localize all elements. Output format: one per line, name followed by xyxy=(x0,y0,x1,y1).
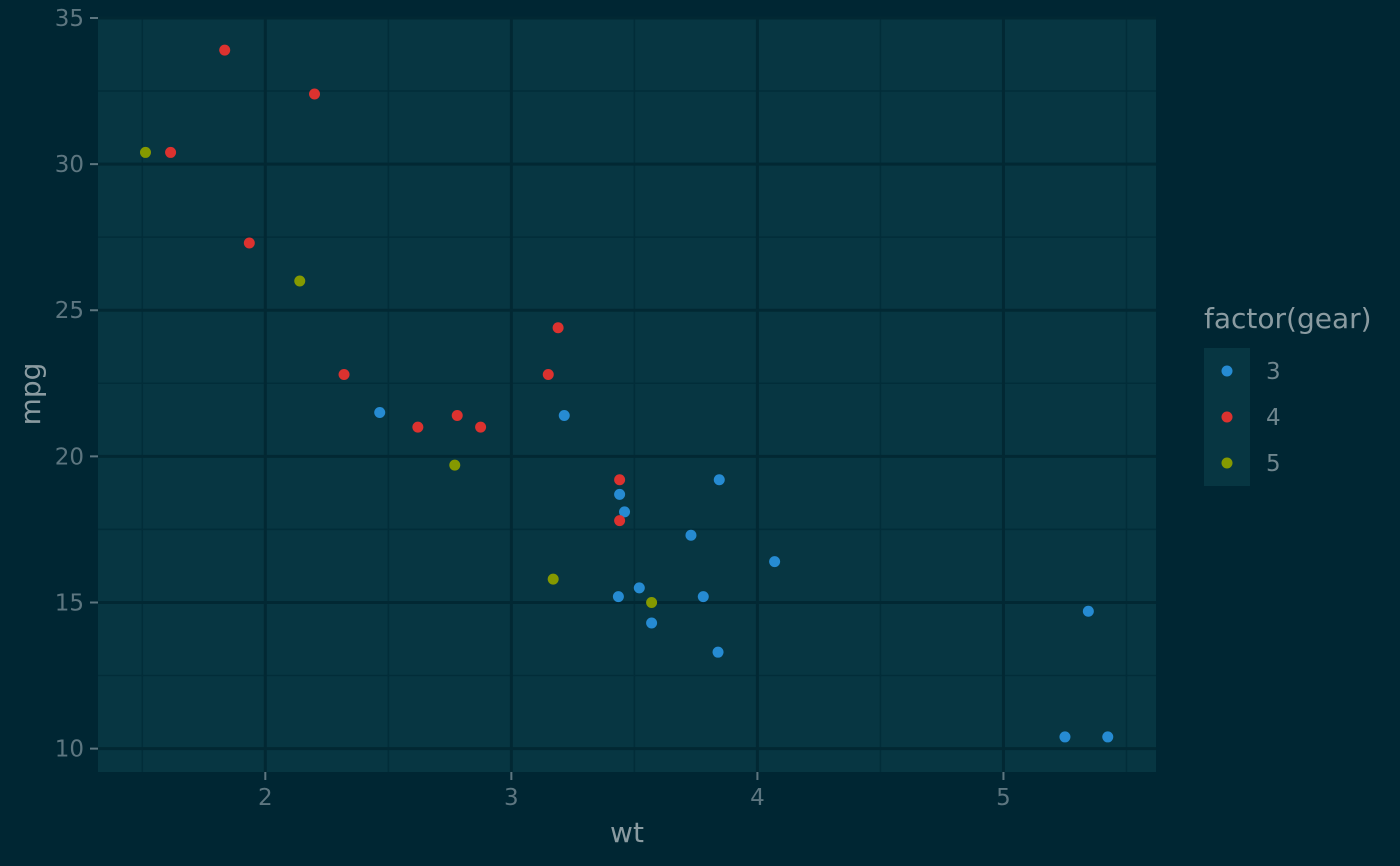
minor-gridlines xyxy=(98,18,1156,772)
data-point-gear-4 xyxy=(542,369,554,381)
x-tick-label: 5 xyxy=(996,785,1011,811)
data-point-gear-3 xyxy=(374,407,386,419)
x-axis-title: wt xyxy=(610,816,644,849)
data-point-gear-3 xyxy=(558,409,570,421)
plot-panel xyxy=(98,18,1156,772)
legend: factor(gear) 3 4 5 xyxy=(1204,302,1372,486)
legend-key-4 xyxy=(1221,411,1233,423)
data-point-gear-3 xyxy=(1102,731,1114,743)
data-point-gear-5 xyxy=(139,146,151,158)
legend-label-3: 3 xyxy=(1266,359,1281,385)
data-point-gear-4 xyxy=(165,146,177,158)
data-point-gear-3 xyxy=(685,529,697,541)
data-points xyxy=(139,44,1114,743)
x-tick-label: 2 xyxy=(258,785,273,811)
data-point-gear-3 xyxy=(614,488,626,500)
data-point-gear-5 xyxy=(449,459,461,471)
data-point-gear-3 xyxy=(633,582,645,594)
y-tick-label: 35 xyxy=(55,6,84,32)
major-gridlines xyxy=(98,16,1156,772)
data-point-gear-4 xyxy=(451,409,463,421)
data-point-gear-4 xyxy=(412,421,424,433)
y-tick-label: 15 xyxy=(55,590,84,616)
data-point-gear-3 xyxy=(612,591,624,603)
data-point-gear-3 xyxy=(646,617,658,629)
data-point-gear-5 xyxy=(547,573,559,585)
legend-key-5 xyxy=(1221,457,1233,469)
y-axis: 10 15 20 25 30 35 xyxy=(55,6,98,763)
x-tick-label: 4 xyxy=(750,785,765,811)
legend-key-3 xyxy=(1221,365,1233,377)
data-point-gear-3 xyxy=(713,474,725,486)
data-point-gear-4 xyxy=(552,322,564,334)
data-point-gear-4 xyxy=(338,369,350,381)
y-tick-label: 20 xyxy=(55,444,84,470)
data-point-gear-3 xyxy=(1082,605,1094,617)
data-point-gear-3 xyxy=(769,556,781,568)
x-axis: 2 3 4 5 xyxy=(258,772,1011,811)
y-axis-title: mpg xyxy=(14,363,47,426)
data-point-gear-4 xyxy=(243,237,255,249)
data-point-gear-4 xyxy=(309,88,321,100)
y-tick-label: 30 xyxy=(55,152,84,178)
data-point-gear-5 xyxy=(646,596,658,608)
data-point-gear-3 xyxy=(712,646,724,658)
data-point-gear-3 xyxy=(697,591,709,603)
data-point-gear-4 xyxy=(614,474,626,486)
data-point-gear-3 xyxy=(1059,731,1071,743)
data-point-gear-5 xyxy=(294,275,306,287)
y-tick-label: 25 xyxy=(55,298,84,324)
x-tick-label: 3 xyxy=(504,785,519,811)
y-tick-label: 10 xyxy=(55,737,84,763)
legend-label-4: 4 xyxy=(1266,405,1281,431)
legend-title: factor(gear) xyxy=(1204,302,1372,335)
data-point-gear-3 xyxy=(619,506,631,518)
data-point-gear-4 xyxy=(219,44,231,56)
data-point-gear-4 xyxy=(475,421,487,433)
data-point-gear-4 xyxy=(614,515,626,527)
legend-label-5: 5 xyxy=(1266,451,1281,477)
